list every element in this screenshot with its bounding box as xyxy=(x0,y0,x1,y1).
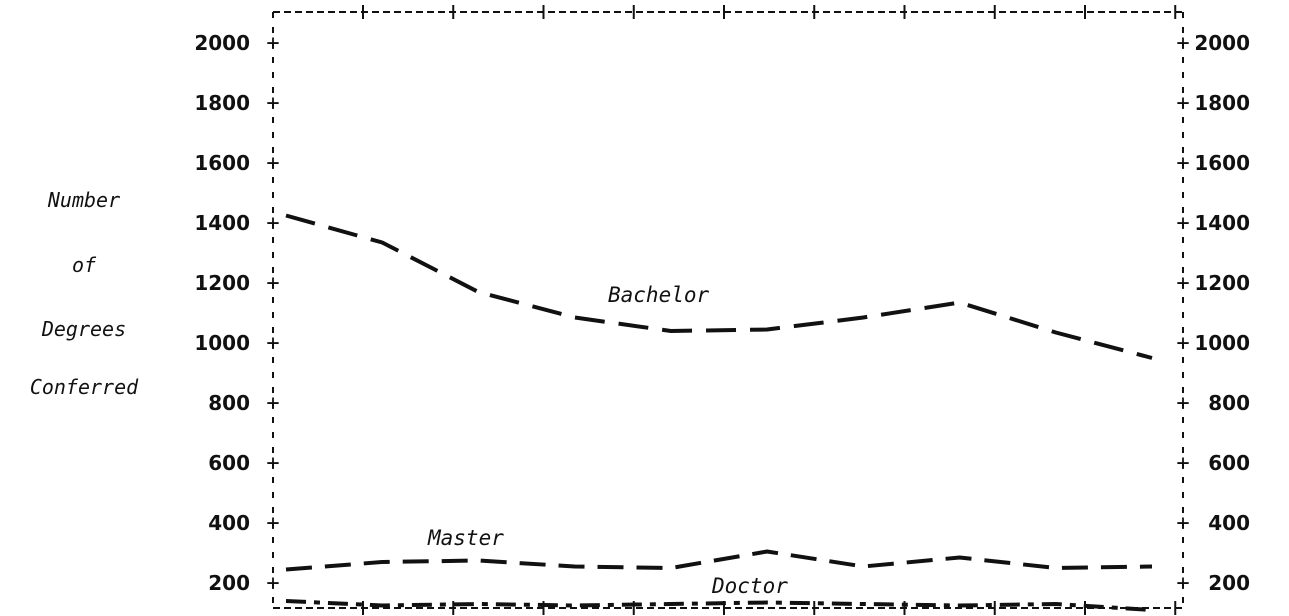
y-tick-mark-right: + xyxy=(1176,511,1189,536)
series-line-doctor xyxy=(285,599,1153,612)
y-tick-mark-left: + xyxy=(266,211,279,236)
y-tick-label-right: 1200 xyxy=(1194,271,1250,295)
y-axis-label-line-3: Degrees xyxy=(41,317,126,341)
series-label-master: Master xyxy=(427,526,504,550)
y-tick-label-right: 400 xyxy=(1208,511,1250,535)
y-tick-label-left: 1800 xyxy=(194,91,250,115)
y-tick-label-left: 1000 xyxy=(194,331,250,355)
top-axis-ticks xyxy=(362,5,1177,19)
y-tick-label-right: 800 xyxy=(1208,391,1250,415)
y-tick-label-right: 2000 xyxy=(1194,31,1250,55)
y-tick-mark-right: + xyxy=(1176,91,1189,116)
y-tick-mark-right: + xyxy=(1176,391,1189,416)
y-tick-label-right: 200 xyxy=(1208,571,1250,595)
series-labels: Bachelor Master Doctor xyxy=(427,283,788,598)
y-tick-label-left: 800 xyxy=(208,391,250,415)
y-axis-label-line-4: Conferred xyxy=(30,375,139,399)
y-tick-label-right: 1800 xyxy=(1194,91,1250,115)
y-tick-label-right: 1000 xyxy=(1194,331,1250,355)
series-label-doctor: Doctor xyxy=(711,574,788,598)
y-tick-mark-right: + xyxy=(1176,151,1189,176)
y-tick-label-left: 2000 xyxy=(194,31,250,55)
y-tick-mark-right: + xyxy=(1176,211,1189,236)
y-tick-mark-right: + xyxy=(1176,271,1189,296)
y-tick-label-right: 600 xyxy=(1208,451,1250,475)
y-tick-mark-right: + xyxy=(1176,31,1189,56)
y-tick-label-right: 1600 xyxy=(1194,151,1250,175)
y-tick-mark-left: + xyxy=(266,451,279,476)
frame-horizontal-edges xyxy=(273,11,1183,609)
y-tick-mark-left: + xyxy=(266,511,279,536)
y-tick-label-left: 1200 xyxy=(194,271,250,295)
y-tick-label-left: 600 xyxy=(208,451,250,475)
y-tick-mark-left: + xyxy=(266,151,279,176)
y-tick-label-left: 200 xyxy=(208,571,250,595)
y-tick-mark-right: + xyxy=(1176,331,1189,356)
series-label-bachelor: Bachelor xyxy=(608,283,710,307)
y-tick-mark-left: + xyxy=(266,31,279,56)
y-tick-mark-right: + xyxy=(1176,571,1189,596)
bottom-axis-ticks xyxy=(362,601,1177,615)
series-line-bachelor xyxy=(285,213,1153,360)
series-group xyxy=(285,213,1153,612)
y-tick-label-left: 1600 xyxy=(194,151,250,175)
y-tick-mark-left: + xyxy=(266,391,279,416)
right-axis-ticks: +200+ 400+ 600+ 800+ 1000+ 1200+ 1400+ 1600+ 180… xyxy=(1176,31,1250,596)
y-tick-mark-left: + xyxy=(266,571,279,596)
y-tick-label-left: 400 xyxy=(208,511,250,535)
y-axis-label: Number of Degrees Conferred xyxy=(30,188,139,399)
left-axis-ticks: 200 +400 +600 +800 +1000 +1200 +1400 +1600 +1800… xyxy=(194,31,279,596)
y-tick-mark-right: + xyxy=(1176,451,1189,476)
y-tick-mark-left: + xyxy=(266,331,279,356)
y-tick-mark-left: + xyxy=(266,271,279,296)
y-tick-label-left: 1400 xyxy=(194,211,250,235)
y-axis-label-line-1: Number xyxy=(47,188,120,212)
y-axis-label-line-2: of xyxy=(72,253,97,277)
frame-vertical-edges xyxy=(272,12,1184,608)
plot-frame xyxy=(272,11,1184,609)
y-tick-label-right: 1400 xyxy=(1194,211,1250,235)
series-line-master xyxy=(285,549,1153,572)
y-tick-mark-left: + xyxy=(266,91,279,116)
